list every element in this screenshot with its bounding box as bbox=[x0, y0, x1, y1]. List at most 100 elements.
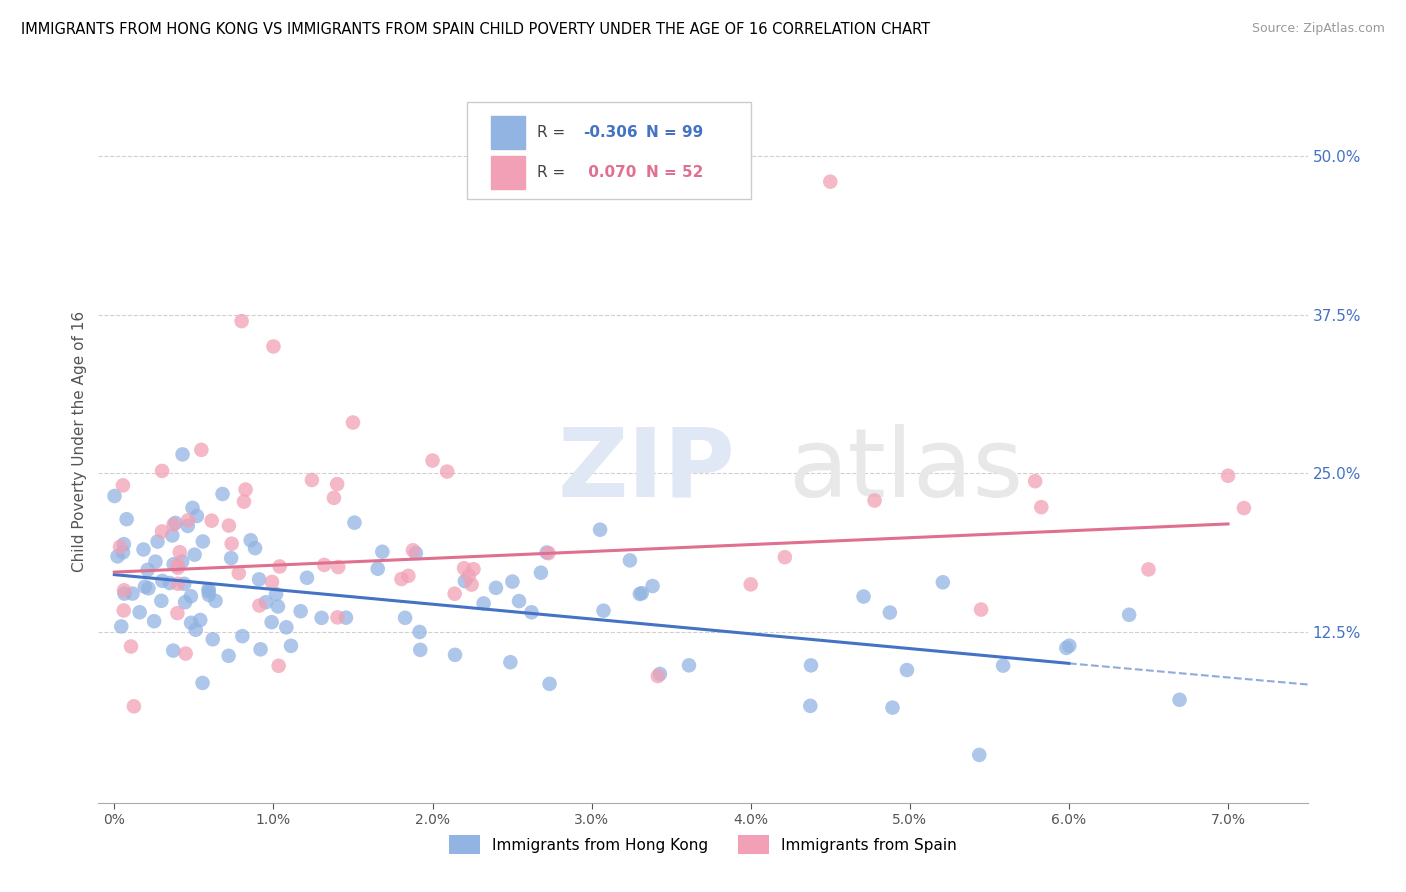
Point bbox=[641, 579, 664, 593]
Point bbox=[180, 589, 202, 603]
Point bbox=[499, 655, 522, 669]
Point bbox=[619, 553, 641, 567]
Point bbox=[243, 541, 266, 556]
Point bbox=[454, 574, 477, 589]
Point bbox=[150, 574, 173, 588]
Point bbox=[177, 519, 200, 533]
Point bbox=[852, 590, 875, 604]
Point bbox=[326, 610, 349, 624]
Point bbox=[800, 658, 823, 673]
Point bbox=[1054, 640, 1077, 655]
Bar bbox=[492, 156, 526, 189]
Point bbox=[538, 677, 561, 691]
Point bbox=[132, 542, 155, 557]
Point bbox=[408, 625, 430, 640]
Point bbox=[198, 588, 221, 602]
Point bbox=[112, 537, 135, 551]
Text: 0.070: 0.070 bbox=[583, 164, 637, 179]
Text: ZIP: ZIP bbox=[558, 424, 735, 517]
Point bbox=[221, 537, 243, 551]
Point bbox=[343, 516, 366, 530]
Point bbox=[128, 605, 150, 619]
Point bbox=[197, 584, 219, 599]
Point bbox=[443, 587, 465, 601]
Point bbox=[173, 576, 195, 591]
Point bbox=[111, 478, 134, 492]
Point bbox=[235, 483, 257, 497]
Point bbox=[190, 442, 212, 457]
Point bbox=[201, 632, 224, 647]
Point bbox=[773, 550, 796, 565]
Text: atlas: atlas bbox=[787, 424, 1022, 517]
Point bbox=[967, 747, 990, 762]
Point bbox=[501, 574, 523, 589]
Point bbox=[391, 572, 413, 586]
Point bbox=[592, 604, 614, 618]
Bar bbox=[492, 116, 526, 149]
Point bbox=[463, 562, 485, 576]
Point bbox=[150, 594, 173, 608]
Point bbox=[112, 583, 135, 598]
Text: Source: ZipAtlas.com: Source: ZipAtlas.com bbox=[1251, 22, 1385, 36]
Point bbox=[589, 523, 612, 537]
Text: N = 52: N = 52 bbox=[647, 164, 703, 179]
Point bbox=[326, 477, 349, 491]
Point bbox=[269, 559, 291, 574]
Point bbox=[422, 453, 444, 467]
Point bbox=[335, 610, 357, 624]
Point bbox=[1233, 501, 1256, 516]
Point bbox=[260, 574, 283, 589]
Point bbox=[530, 566, 553, 580]
Point bbox=[172, 555, 194, 569]
Point bbox=[342, 416, 364, 430]
Point bbox=[799, 698, 821, 713]
Point bbox=[630, 586, 652, 600]
Legend: Immigrants from Hong Kong, Immigrants from Spain: Immigrants from Hong Kong, Immigrants fr… bbox=[443, 830, 963, 860]
Point bbox=[396, 569, 419, 583]
Point bbox=[159, 576, 181, 591]
Point bbox=[249, 599, 271, 613]
Point bbox=[472, 597, 495, 611]
Point bbox=[882, 700, 904, 714]
Point bbox=[301, 473, 323, 487]
Point bbox=[162, 528, 184, 542]
Point bbox=[262, 339, 284, 353]
Point bbox=[444, 648, 467, 662]
Point bbox=[932, 575, 955, 590]
Point bbox=[231, 314, 253, 328]
Point bbox=[1216, 468, 1239, 483]
Point bbox=[267, 658, 290, 673]
Point bbox=[508, 594, 530, 608]
Point bbox=[260, 615, 283, 629]
Point bbox=[162, 558, 184, 572]
Point bbox=[121, 586, 143, 600]
Point bbox=[191, 534, 214, 549]
Point bbox=[991, 658, 1014, 673]
Point bbox=[311, 611, 333, 625]
Point bbox=[146, 534, 169, 549]
Point bbox=[1118, 607, 1140, 622]
Point bbox=[239, 533, 262, 548]
Point bbox=[188, 613, 211, 627]
Point bbox=[165, 516, 187, 530]
Text: -0.306: -0.306 bbox=[583, 125, 638, 140]
Point bbox=[280, 639, 302, 653]
Point bbox=[367, 562, 389, 576]
Point bbox=[409, 643, 432, 657]
Point bbox=[648, 667, 671, 681]
Point bbox=[1168, 693, 1191, 707]
Point bbox=[110, 619, 132, 633]
Point bbox=[138, 582, 160, 596]
Point bbox=[276, 620, 298, 634]
Point bbox=[150, 524, 173, 539]
Text: R =: R = bbox=[537, 125, 571, 140]
Point bbox=[247, 573, 270, 587]
Point bbox=[183, 548, 205, 562]
Point bbox=[180, 615, 202, 630]
Point bbox=[122, 699, 145, 714]
Point bbox=[114, 586, 136, 600]
FancyBboxPatch shape bbox=[467, 102, 751, 200]
Point bbox=[1024, 474, 1046, 488]
Point bbox=[249, 642, 271, 657]
Y-axis label: Child Poverty Under the Age of 16: Child Poverty Under the Age of 16 bbox=[72, 311, 87, 572]
